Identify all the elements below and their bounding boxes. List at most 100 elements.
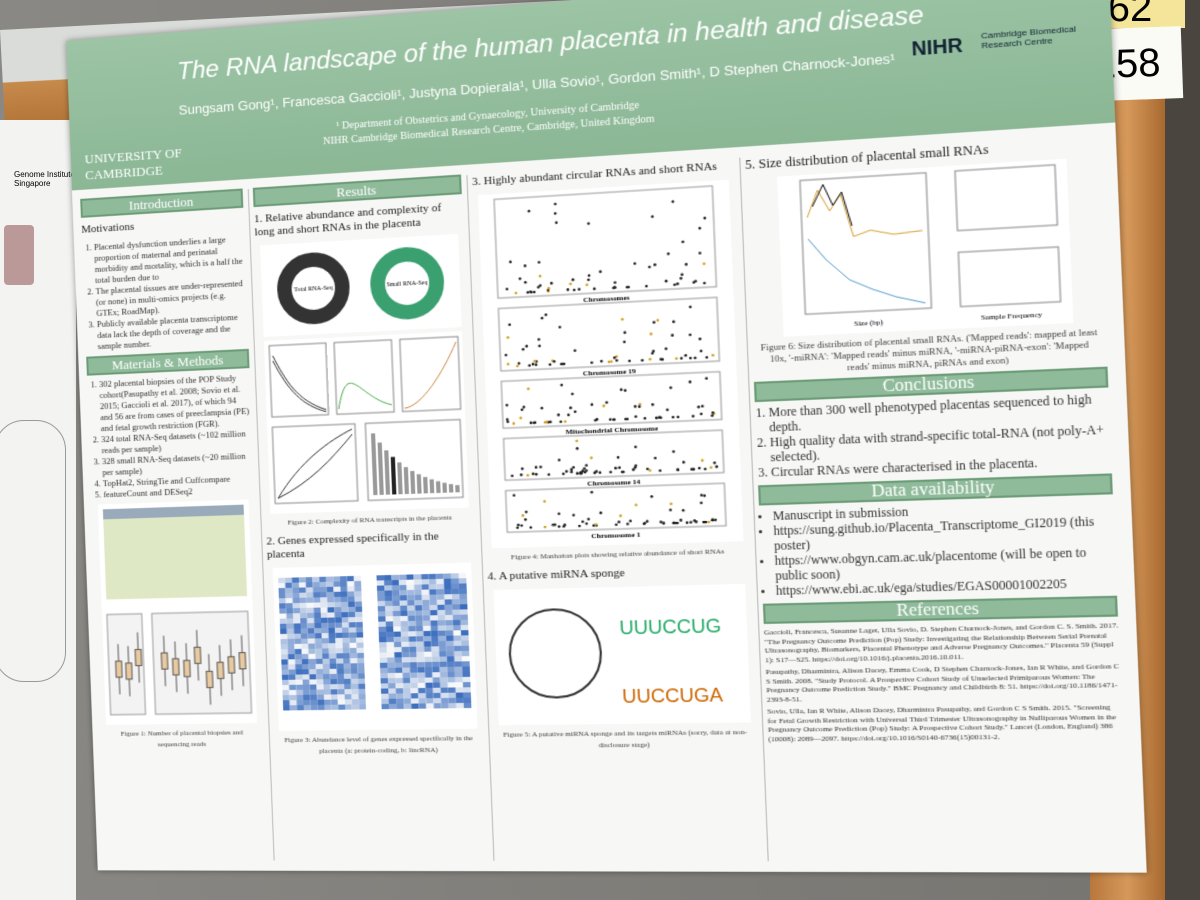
heat-cell (336, 663, 344, 669)
heat-cell (443, 583, 452, 590)
heat-cell (341, 601, 349, 608)
heat-cell (293, 628, 301, 634)
heat-cell (286, 613, 294, 619)
heat-cell (328, 627, 336, 634)
heat-cell (398, 574, 407, 580)
heat-cell (306, 597, 314, 603)
heat-cell (285, 582, 293, 588)
subheading: 4. A putative miRNA sponge (487, 566, 626, 583)
heat-cell (393, 636, 402, 642)
heat-cell (437, 599, 445, 605)
heat-cell (385, 626, 394, 632)
heat-cell (379, 642, 387, 648)
heat-cell (315, 668, 324, 675)
heat-cell (425, 698, 434, 704)
heat-cell (333, 581, 341, 587)
heat-cell (340, 596, 348, 602)
heat-cell (300, 633, 308, 639)
heat-cell (406, 574, 414, 580)
heat-cell (286, 623, 294, 629)
heat-cell (416, 651, 425, 658)
heat-cell (413, 579, 422, 585)
plot-panel (498, 297, 719, 371)
heat-cell (379, 647, 387, 653)
heat-cell (410, 682, 419, 689)
heat-cell (310, 704, 318, 711)
heat-cell (408, 626, 416, 632)
heat-cell (337, 699, 346, 705)
heat-cell (393, 631, 402, 637)
plot-panel (365, 420, 463, 501)
heat-cell (416, 636, 424, 642)
bar (416, 474, 422, 494)
heat-cell (459, 593, 468, 600)
heat-cell (317, 699, 325, 705)
heat-cell (430, 620, 439, 626)
heat-cell (288, 659, 296, 665)
heat-cell (414, 605, 423, 611)
table-figure (102, 504, 248, 600)
heat-cell (440, 682, 449, 688)
heat-cell (431, 635, 439, 642)
heat-cell (313, 597, 321, 603)
heat-cell (294, 638, 302, 644)
section-heading: Materials & Methods (86, 348, 250, 376)
heat-cell (436, 583, 445, 590)
heat-cell (401, 641, 410, 647)
heat-cell (353, 575, 362, 582)
heat-cell (458, 583, 467, 589)
heat-cell (313, 592, 321, 598)
heat-cell (342, 637, 350, 643)
heat-cell (433, 692, 441, 699)
heat-cell (402, 677, 411, 684)
heat-cell (279, 623, 287, 629)
axis-label: Chromosomes (583, 293, 630, 304)
sequence-logo: UUCCUGA (622, 684, 723, 707)
heat-cell (328, 643, 336, 649)
heat-cell (351, 699, 359, 705)
heat-cell (394, 646, 402, 653)
heat-cell (440, 687, 449, 693)
heat-cell (329, 663, 337, 669)
figure-caption: Figure 5: A putative miRNA sponge and it… (502, 727, 748, 750)
heat-cell (293, 613, 301, 619)
heat-cell (309, 674, 317, 680)
heat-cell (278, 587, 286, 594)
heat-cell (415, 625, 424, 632)
heat-cell (439, 666, 448, 673)
heat-cell (384, 580, 392, 586)
box (228, 657, 235, 673)
heat-cell (462, 671, 471, 677)
heat-cell (356, 647, 364, 653)
heat-cell (281, 659, 289, 665)
heat-cell (350, 673, 358, 679)
heat-cell (341, 606, 349, 613)
heat-cell (296, 700, 304, 706)
heat-cell (338, 704, 346, 710)
heat-cell (399, 595, 408, 601)
heat-cell (303, 699, 311, 706)
boxplot-panel (152, 611, 252, 714)
heat-cell (319, 592, 327, 598)
heat-cell (292, 602, 300, 609)
heat-cell (316, 674, 324, 680)
heat-cell (343, 658, 351, 664)
heat-cell (281, 669, 289, 675)
heat-cell (432, 666, 440, 673)
donut-label: Small RNA-Seq (386, 280, 427, 288)
heat-cell (334, 601, 342, 608)
heat-cell (314, 622, 322, 629)
heat-cell (451, 593, 460, 600)
heat-cell (459, 609, 468, 615)
heat-cell (437, 620, 446, 626)
axis-label: Chromosome 19 (583, 367, 637, 378)
heat-cell (288, 664, 296, 670)
heat-cell (285, 603, 293, 609)
heat-cell (446, 651, 455, 657)
heat-cell (425, 682, 434, 688)
heat-cell (335, 642, 343, 649)
heat-cell (306, 607, 314, 614)
heat-cell (451, 583, 460, 589)
bar (455, 485, 460, 493)
